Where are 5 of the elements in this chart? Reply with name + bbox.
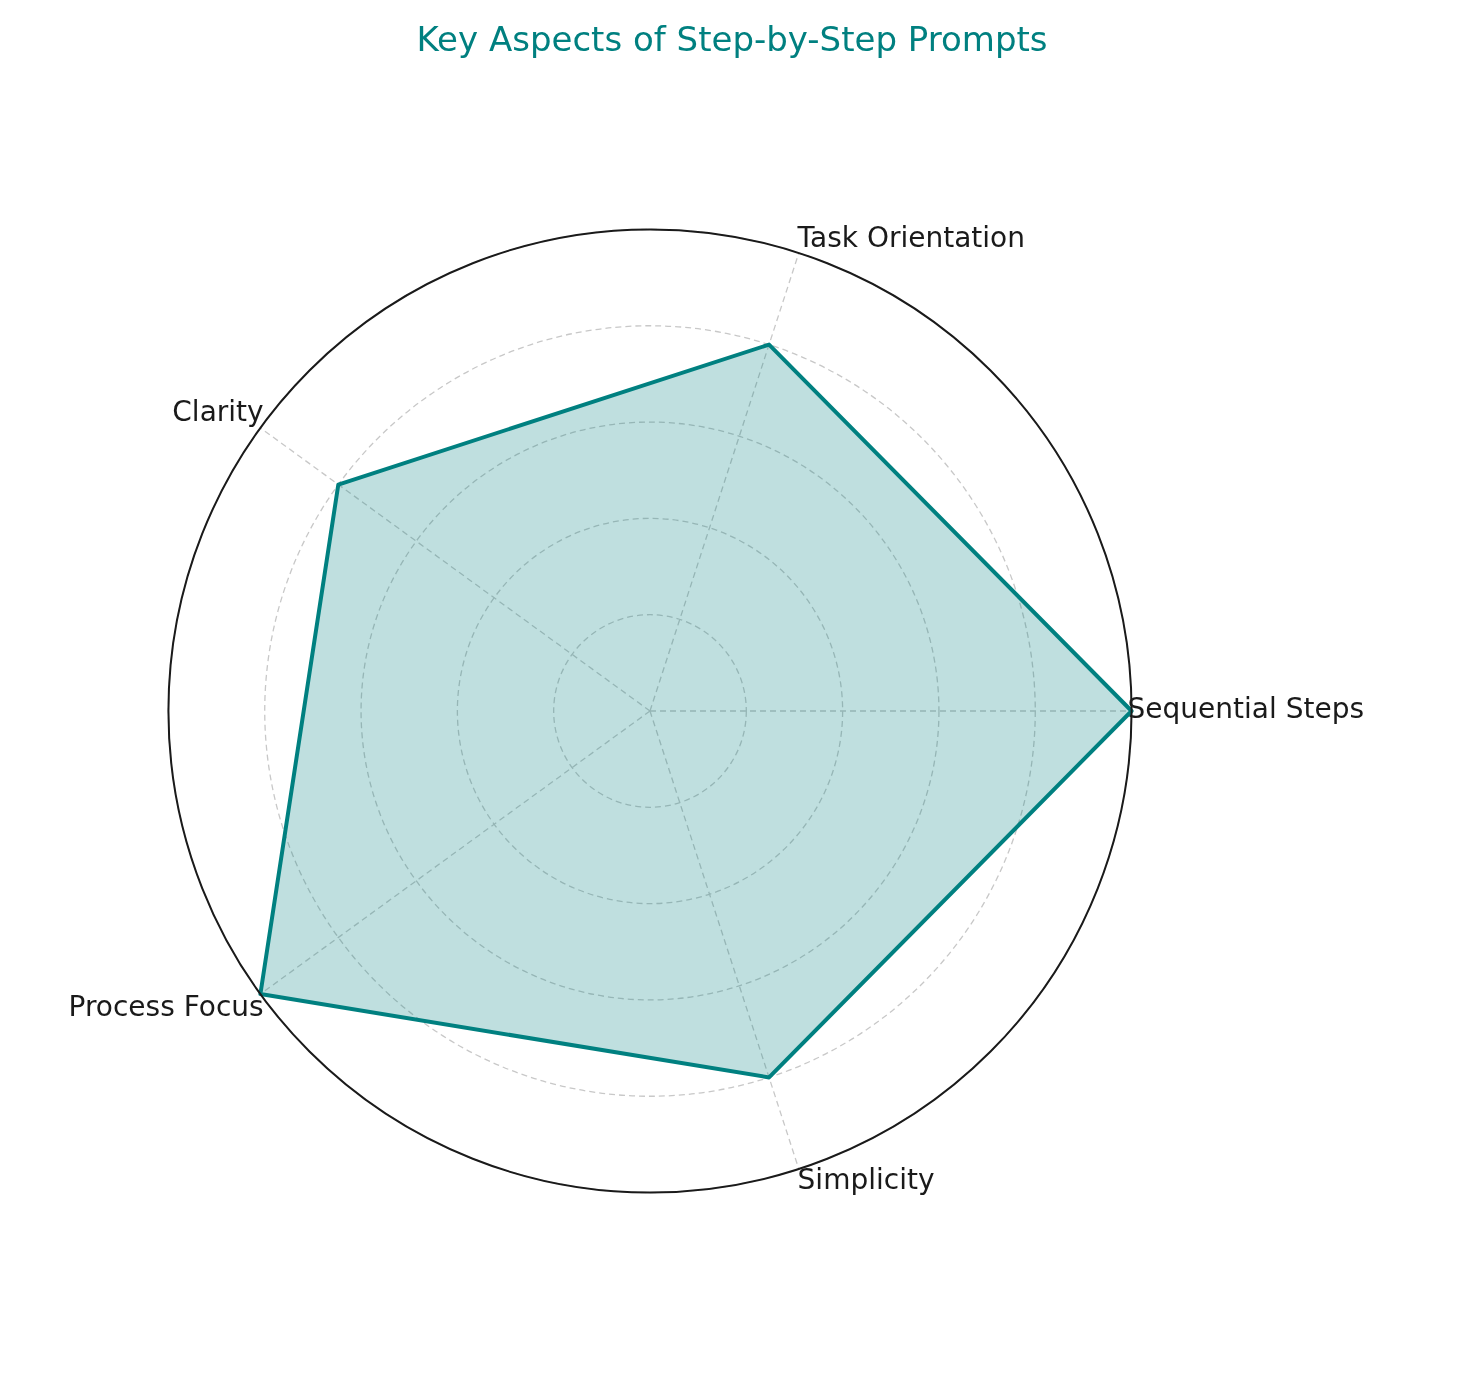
spoke-label: Clarity	[172, 394, 264, 428]
spoke-label: Task Orientation	[796, 221, 1025, 255]
spoke-label: Simplicity	[797, 1163, 935, 1197]
chart-title: Key Aspects of Step-by-Step Prompts	[416, 19, 1048, 60]
spoke-label: Process Focus	[68, 989, 264, 1023]
